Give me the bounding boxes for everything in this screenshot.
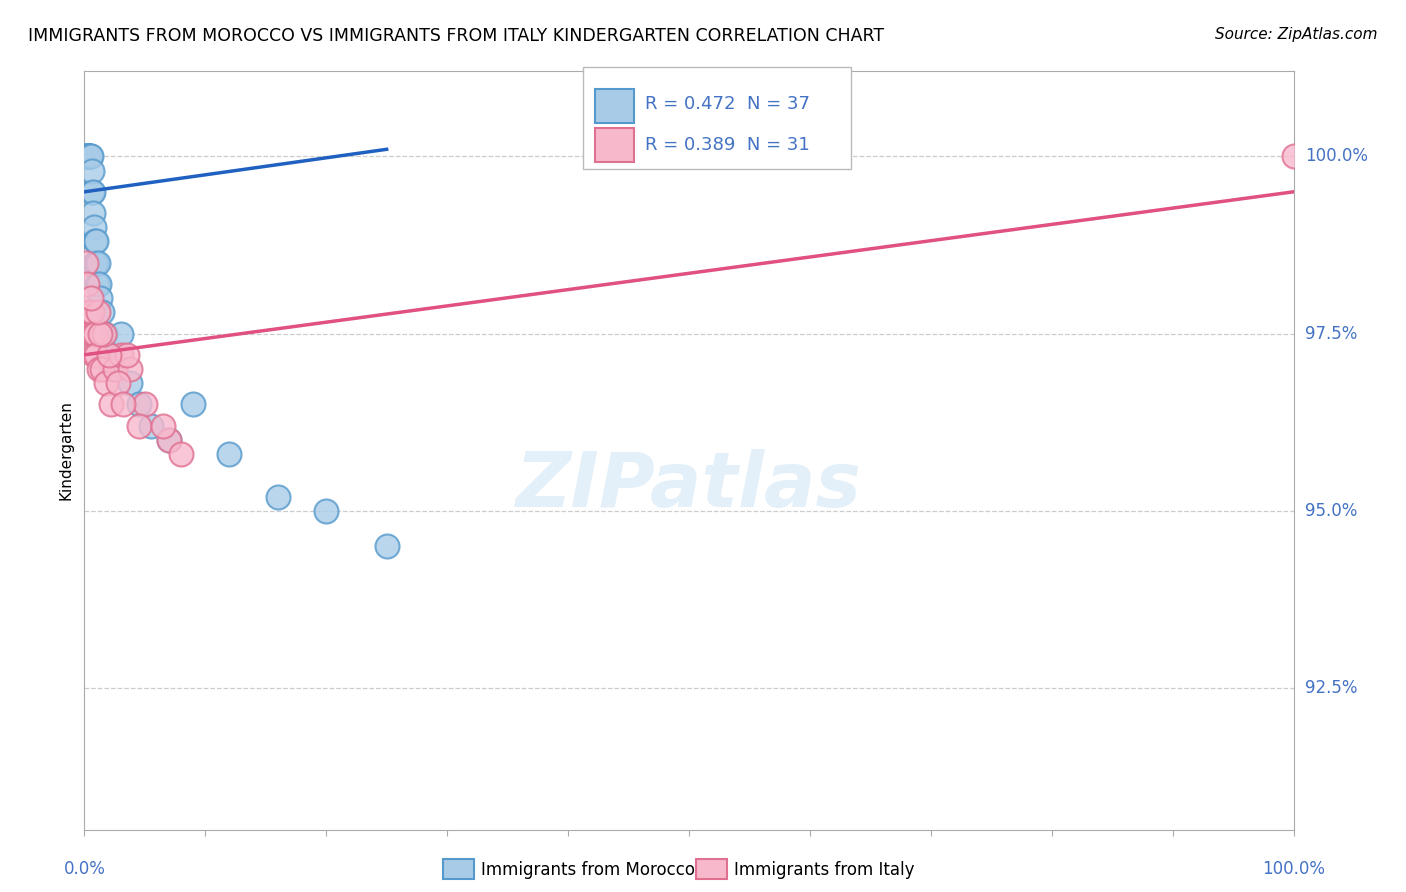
- Point: [82, 185, 104, 199]
- Point: [79, 326, 101, 341]
- Point: [120, 362, 142, 376]
- Point: [120, 376, 142, 391]
- Point: [84, 255, 107, 269]
- Point: [82, 163, 104, 178]
- Point: [80, 185, 103, 199]
- Point: [75, 149, 97, 163]
- Point: [93, 326, 115, 341]
- Point: [89, 291, 111, 305]
- Point: [157, 433, 180, 447]
- Point: [134, 397, 156, 411]
- Text: R = 0.389  N = 31: R = 0.389 N = 31: [645, 136, 810, 154]
- Point: [87, 277, 110, 291]
- Point: [75, 149, 97, 163]
- Point: [79, 149, 101, 163]
- Point: [89, 326, 111, 341]
- Point: [84, 326, 107, 341]
- Point: [76, 277, 98, 291]
- Point: [79, 149, 101, 163]
- Point: [86, 235, 108, 249]
- Point: [83, 348, 105, 362]
- Point: [315, 504, 337, 518]
- Point: [75, 255, 97, 269]
- Point: [86, 305, 108, 319]
- Point: [101, 362, 124, 376]
- Point: [86, 277, 108, 291]
- Point: [76, 149, 98, 163]
- Point: [83, 235, 105, 249]
- Point: [128, 418, 150, 433]
- Point: [94, 326, 117, 341]
- Text: ZIPatlas: ZIPatlas: [516, 449, 862, 523]
- Point: [152, 418, 174, 433]
- Point: [77, 149, 100, 163]
- Point: [97, 348, 120, 362]
- Text: Source: ZipAtlas.com: Source: ZipAtlas.com: [1215, 27, 1378, 42]
- Text: 97.5%: 97.5%: [1305, 325, 1357, 343]
- Point: [157, 433, 180, 447]
- Text: 95.0%: 95.0%: [1305, 501, 1357, 520]
- Point: [218, 447, 240, 461]
- Point: [87, 362, 110, 376]
- Point: [110, 326, 132, 341]
- Text: R = 0.472  N = 37: R = 0.472 N = 37: [645, 95, 810, 113]
- Point: [77, 149, 100, 163]
- Point: [91, 305, 114, 319]
- Text: 92.5%: 92.5%: [1305, 679, 1357, 697]
- Point: [77, 305, 100, 319]
- Point: [86, 348, 108, 362]
- Point: [77, 149, 100, 163]
- Point: [170, 447, 193, 461]
- Point: [84, 255, 107, 269]
- Point: [80, 305, 103, 319]
- Point: [107, 376, 129, 391]
- Point: [82, 206, 104, 220]
- Point: [100, 397, 122, 411]
- Point: [112, 397, 135, 411]
- Point: [83, 220, 105, 235]
- Point: [91, 362, 114, 376]
- Point: [80, 291, 103, 305]
- Point: [80, 149, 103, 163]
- Point: [1282, 149, 1305, 163]
- Point: [115, 348, 138, 362]
- Point: [77, 305, 100, 319]
- Point: [97, 348, 120, 362]
- Point: [104, 362, 127, 376]
- Point: [110, 348, 132, 362]
- Point: [181, 397, 204, 411]
- Text: Immigrants from Morocco: Immigrants from Morocco: [481, 861, 695, 879]
- Text: IMMIGRANTS FROM MOROCCO VS IMMIGRANTS FROM ITALY KINDERGARTEN CORRELATION CHART: IMMIGRANTS FROM MOROCCO VS IMMIGRANTS FR…: [28, 27, 884, 45]
- Point: [86, 255, 108, 269]
- Point: [267, 490, 290, 504]
- Point: [128, 397, 150, 411]
- Text: 100.0%: 100.0%: [1305, 147, 1368, 165]
- Point: [76, 149, 98, 163]
- Point: [94, 376, 117, 391]
- Text: 100.0%: 100.0%: [1263, 860, 1324, 878]
- Point: [139, 418, 162, 433]
- Text: Immigrants from Italy: Immigrants from Italy: [734, 861, 914, 879]
- Y-axis label: Kindergarten: Kindergarten: [58, 401, 73, 500]
- Text: 0.0%: 0.0%: [63, 860, 105, 878]
- Point: [82, 326, 104, 341]
- Point: [375, 539, 398, 553]
